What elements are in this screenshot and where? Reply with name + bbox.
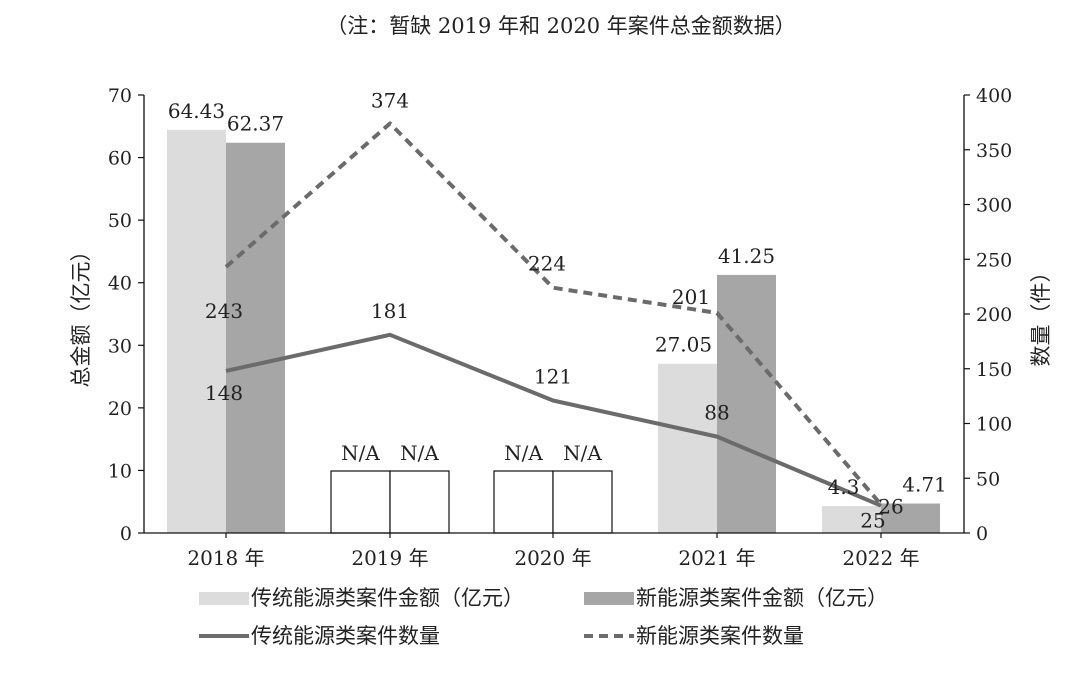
bar-new-amount <box>226 142 285 533</box>
y-tick-label-left: 60 <box>108 148 132 170</box>
missing-data-box <box>389 470 450 534</box>
x-tick-label: 2019 年 <box>351 546 428 570</box>
y-tick-label-right: 250 <box>976 249 1012 271</box>
line-value-label: 148 <box>205 381 243 405</box>
y-axis-left-title: 总金额（亿元） <box>69 241 93 388</box>
missing-data-box <box>330 470 391 534</box>
label-layer: N/A N/A N/A N/A 64.43 27.05 4.3 62.37 41.25 4.71 1… <box>168 88 947 532</box>
y-tick-label-left: 70 <box>108 85 132 107</box>
missing-data-box <box>552 470 613 534</box>
legend-label: 新能源类案件金额（亿元） <box>636 586 888 610</box>
y-tick-label-left: 50 <box>108 210 132 232</box>
legend-label: 传统能源类案件数量 <box>251 624 440 648</box>
bar-value-label: 27.05 <box>655 333 712 357</box>
bar-new-amount <box>717 274 776 533</box>
y-tick-label-right: 0 <box>976 523 988 545</box>
y-axis-right-title: 数量（件） <box>1029 262 1053 367</box>
line-value-label: 224 <box>528 252 566 276</box>
line-value-label: 25 <box>860 509 885 533</box>
line-new-count <box>224 121 883 506</box>
bar-value-label: 41.25 <box>718 244 775 268</box>
y-tick-label-left: 20 <box>108 398 132 420</box>
line-value-label: 243 <box>205 299 243 323</box>
legend-bar-swatch <box>584 592 634 605</box>
legend-label: 传统能源类案件金额（亿元） <box>251 586 524 610</box>
line-value-label: 181 <box>371 299 409 323</box>
bar-value-label: 62.37 <box>227 112 284 136</box>
bar-value-label: 4.71 <box>902 473 947 497</box>
line-value-label: 26 <box>878 495 903 519</box>
missing-data-label: N/A <box>563 441 602 465</box>
chart-note: （注：暂缺 2019 年和 2020 年案件总金额数据） <box>326 14 796 38</box>
y-tick-label-right: 400 <box>976 85 1012 107</box>
y-tick-label-left: 40 <box>108 273 132 295</box>
line-value-label: 88 <box>704 401 729 425</box>
y-tick-label-right: 300 <box>976 195 1012 217</box>
bar-new-amount <box>881 503 940 533</box>
x-tick-label: 2020 年 <box>514 546 591 570</box>
x-tick-label: 2022 年 <box>842 546 919 570</box>
line-value-label: 201 <box>672 285 710 309</box>
bar-layer <box>167 129 940 534</box>
bar-traditional-amount <box>822 506 881 533</box>
line-value-label: 121 <box>534 365 572 389</box>
legend: 传统能源类案件金额（亿元） 新能源类案件金额（亿元） 传统能源类案件数量 新能源类案件… <box>199 586 888 648</box>
y-tick-label-left: 10 <box>108 460 132 482</box>
y-tick-label-right: 100 <box>976 414 1012 436</box>
line-traditional-count <box>225 332 882 508</box>
legend-bar-swatch <box>199 592 249 605</box>
y-tick-label-right: 350 <box>976 140 1012 162</box>
missing-data-label: N/A <box>504 441 543 465</box>
bar-value-label: 4.3 <box>828 475 860 499</box>
x-tick-label: 2021 年 <box>678 546 755 570</box>
line-layer <box>224 121 883 508</box>
missing-data-label: N/A <box>341 441 380 465</box>
axes-layer: 0 10 20 30 40 50 60 70 0 50 100 150 200 250 300 350 400 2… <box>69 85 1053 570</box>
y-tick-label-left: 30 <box>108 335 132 357</box>
y-tick-label-right: 200 <box>976 304 1012 326</box>
x-tick-label: 2018 年 <box>187 546 264 570</box>
y-tick-label-right: 50 <box>976 468 1000 490</box>
bar-value-label: 64.43 <box>168 99 225 123</box>
line-value-label: 374 <box>371 88 409 112</box>
missing-data-box <box>493 470 554 534</box>
legend-label: 新能源类案件数量 <box>636 624 804 648</box>
bar-traditional-amount <box>658 363 717 533</box>
missing-data-label: N/A <box>400 441 439 465</box>
y-tick-label-right: 150 <box>976 359 1012 381</box>
y-tick-label-left: 0 <box>120 523 132 545</box>
bar-traditional-amount <box>167 129 226 533</box>
